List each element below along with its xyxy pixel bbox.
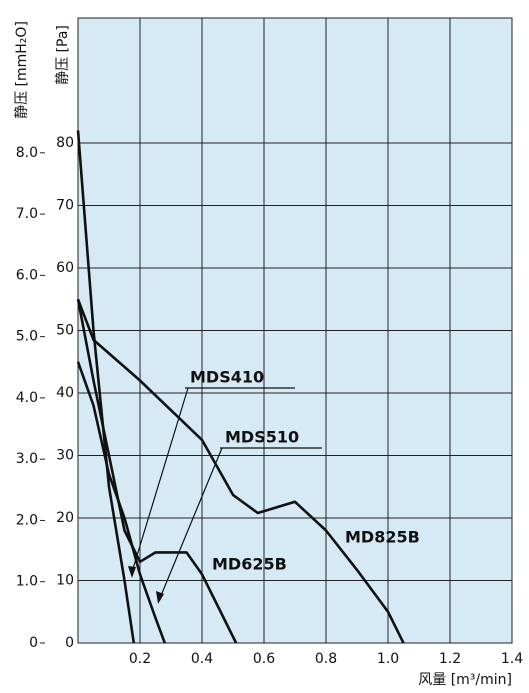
y-tick-label: 10 [56,573,74,589]
x-axis-title: 风量 [m³/min] [418,672,512,688]
leader-line [159,447,223,599]
y-axis-title: 静压 [Pa] [55,25,71,85]
y-tick-label: 70 [56,198,74,214]
x-tick-label: 0.2 [129,651,151,667]
y-tick-label: 40 [56,385,74,401]
series-label: MDS410 [190,368,264,387]
x-tick-label: 0.8 [315,651,337,667]
y2-tick-label: 4.0 [16,390,38,406]
series-label: MD625B [212,555,287,574]
y-tick-label: 60 [56,260,74,276]
y-tick-label: 50 [56,323,74,339]
y2-tick-label: 7.0 [16,206,38,222]
series-label: MDS510 [225,428,299,447]
y2-tick-label: 6.0 [16,267,38,283]
leader-line [131,387,189,573]
x-tick-label: 1.4 [501,651,523,667]
y2-tick-label: 1.0 [16,574,38,590]
series-label: MD825B [345,528,420,547]
line-series [76,130,136,644]
x-tick-label: 0.4 [191,651,213,667]
y2-tick-label: 5.0 [16,329,38,345]
line-series [76,361,167,644]
y2-tick-label: 8.0 [16,145,38,161]
y-tick-label: 0 [65,635,74,651]
line-series [76,298,405,644]
y2-axis-title: 静压 [mmH₂O] [14,21,30,119]
y-tick-label: 30 [56,448,74,464]
y2-tick-label: 2.0 [16,512,38,528]
arrow-head [156,591,164,604]
y-tick-label: 20 [56,510,74,526]
y2-tick-label: 0 [29,635,38,651]
x-tick-label: 1.2 [439,651,461,667]
x-tick-label: 0.6 [253,651,275,667]
arrow-head [128,566,136,578]
y-tick-label: 80 [56,135,74,151]
y2-tick-label: 3.0 [16,451,38,467]
x-tick-label: 1.0 [377,651,399,667]
